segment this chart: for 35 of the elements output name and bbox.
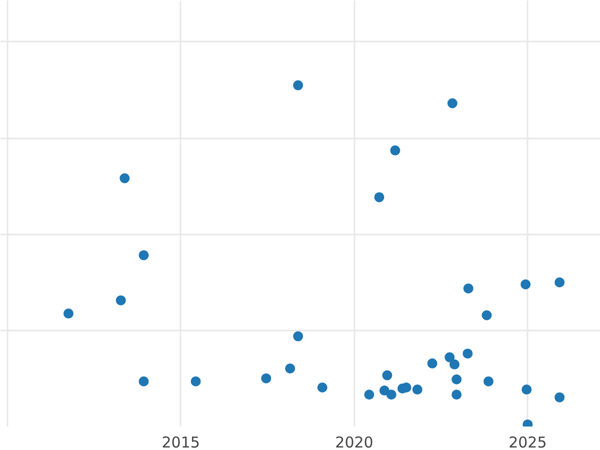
x-tick-label: 2025 <box>508 434 547 450</box>
point <box>138 250 149 260</box>
x-tick-label: 2020 <box>335 434 374 450</box>
point <box>452 390 462 400</box>
point <box>120 173 130 184</box>
point <box>554 392 565 402</box>
point <box>261 373 272 384</box>
point <box>138 376 149 386</box>
point <box>293 331 304 342</box>
point <box>522 384 532 395</box>
point <box>390 145 400 156</box>
point <box>190 376 201 386</box>
x-tick-label: 2015 <box>162 434 200 450</box>
point <box>364 390 374 400</box>
point <box>427 358 438 368</box>
point <box>554 277 565 288</box>
point <box>285 364 296 374</box>
point <box>447 98 458 108</box>
point <box>463 283 474 294</box>
point <box>412 384 422 395</box>
point <box>452 374 462 384</box>
point <box>386 390 396 400</box>
point <box>379 386 390 396</box>
point <box>449 359 460 370</box>
point <box>293 80 304 90</box>
point <box>520 279 531 290</box>
point <box>482 310 492 320</box>
point <box>317 382 328 392</box>
point <box>444 352 455 362</box>
point <box>483 376 494 386</box>
point <box>374 192 384 202</box>
point <box>116 295 126 306</box>
point <box>382 370 392 380</box>
point <box>462 348 473 359</box>
point <box>63 308 74 319</box>
